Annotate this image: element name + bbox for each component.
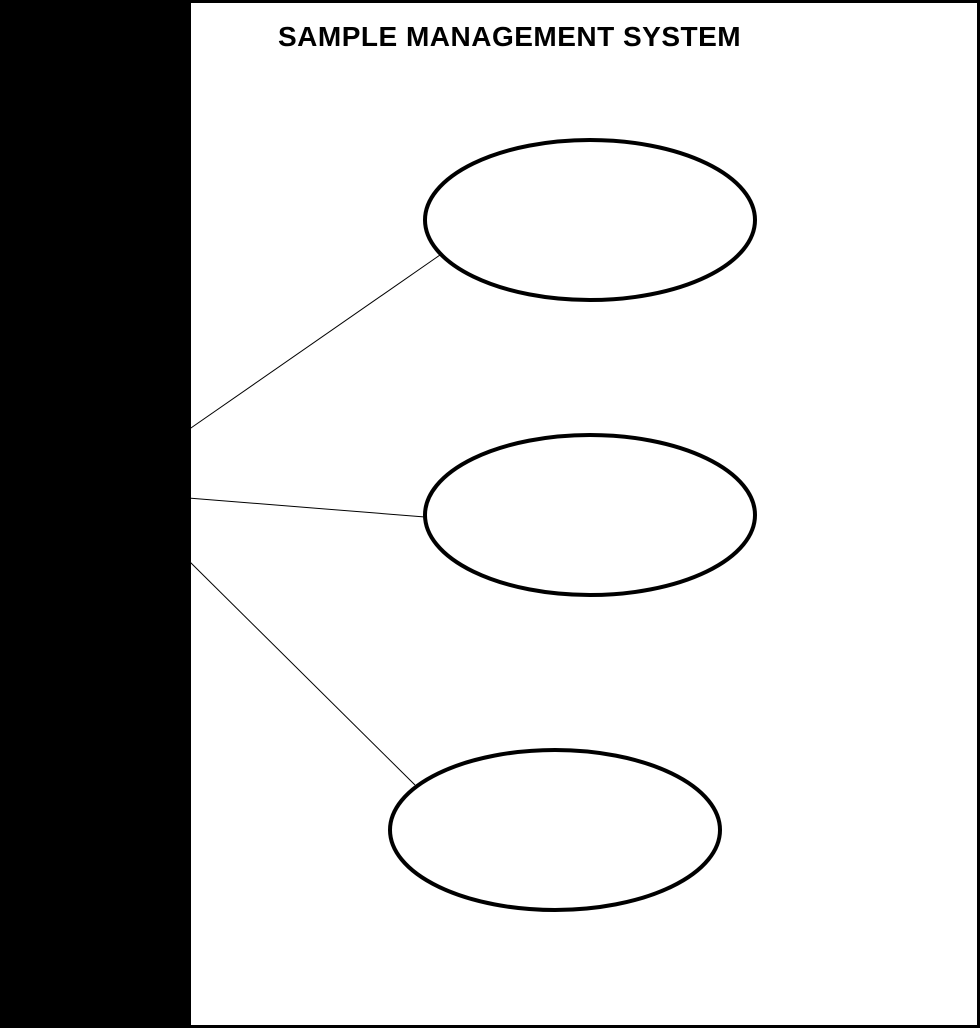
use-case-ellipse	[425, 435, 755, 595]
connector-line	[188, 560, 415, 785]
connector-line	[188, 498, 425, 517]
ellipses-group	[390, 140, 755, 910]
connectors-group	[188, 255, 440, 785]
use-case-diagram	[0, 0, 980, 1028]
use-case-ellipse	[390, 750, 720, 910]
connector-line	[188, 255, 440, 430]
use-case-ellipse	[425, 140, 755, 300]
